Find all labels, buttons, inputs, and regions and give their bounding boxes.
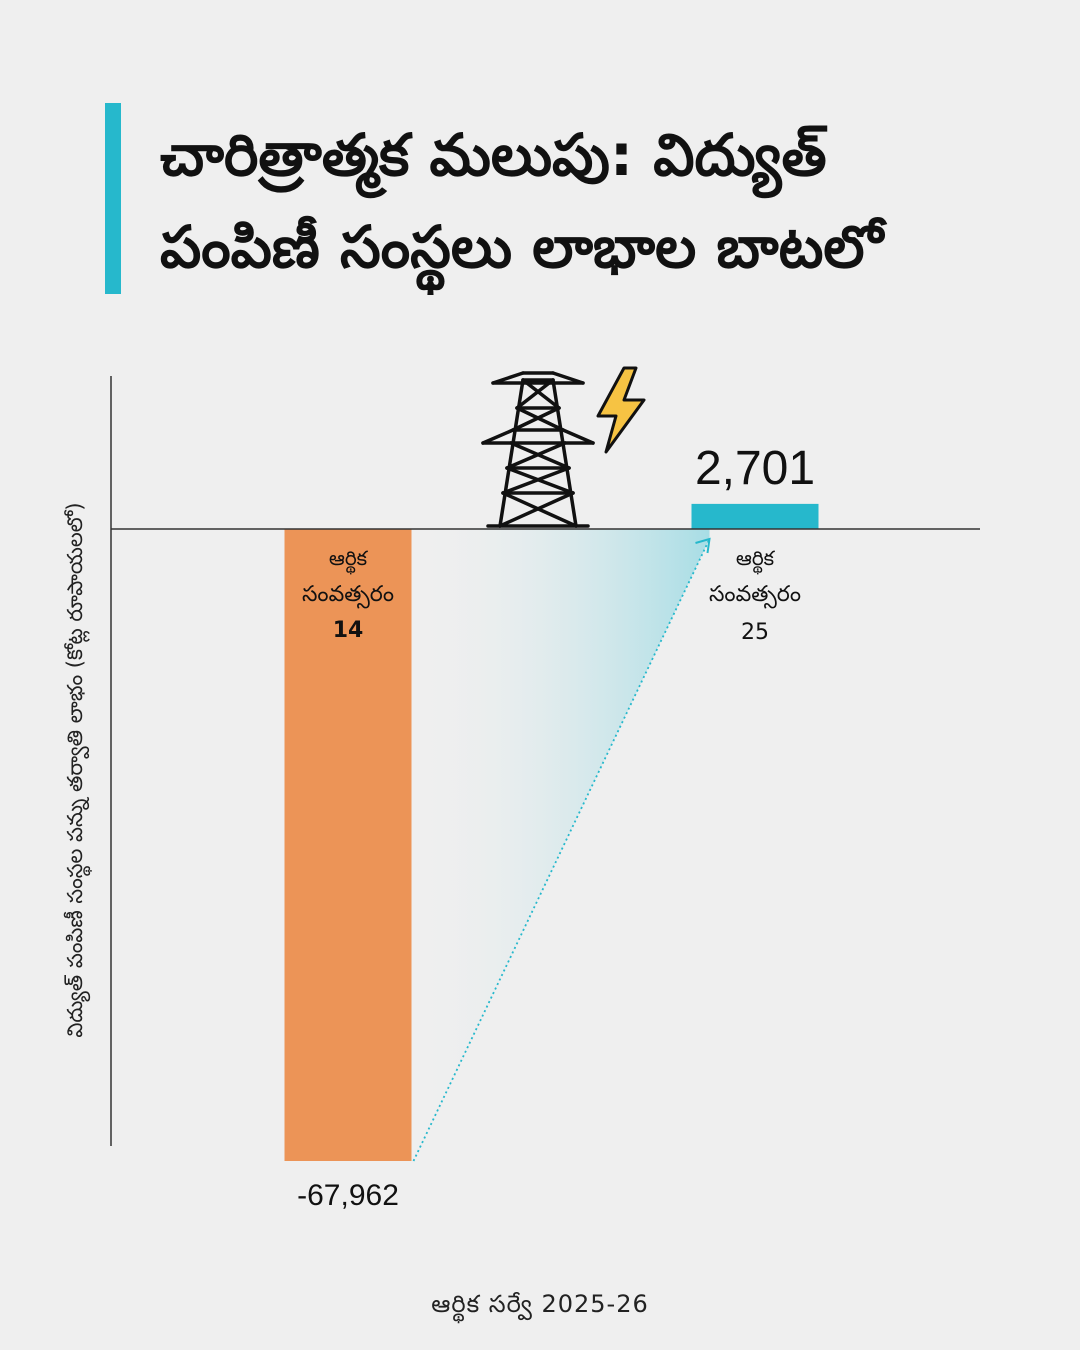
category-label-fy25-line1: ఆర్థిక	[736, 546, 776, 575]
value-label-fy25: 2,701	[695, 442, 815, 495]
category-label-fy14-line3: 14	[333, 618, 364, 643]
chart-title: చారిత్రాత్మక మలుపు: విద్యుత్ పంపిణీ సంస్…	[160, 121, 884, 281]
y-axis-label: విద్యుత్ పంపిణీ సంస్థల పన్ను తర్వాతి లాభ…	[63, 502, 92, 1037]
category-label-fy25-line2: సంవత్సరం	[709, 582, 801, 609]
chart: విద్యుత్ పంపిణీ సంస్థల పన్ను తర్వాతి లాభ…	[63, 366, 980, 1212]
transmission-tower-icon	[481, 371, 595, 528]
category-label-fy14-line2: సంవత్సరం	[302, 582, 394, 609]
source-note: ఆర్థిక సర్వే 2025-26	[431, 1290, 649, 1318]
value-label-fy14: -67,962	[297, 1179, 399, 1212]
category-label-fy25-line3: 25	[741, 620, 769, 645]
bar-fy14	[284, 529, 412, 1161]
lightning-bolt-icon	[596, 366, 646, 454]
trend-arrow-head	[695, 537, 711, 554]
trend-gradient-area	[413, 529, 710, 1161]
category-label-fy25: ఆర్థిక సంవత్సరం 25	[709, 546, 801, 645]
title-block: చారిత్రాత్మక మలుపు: విద్యుత్ పంపిణీ సంస్…	[105, 103, 1005, 294]
bar-fy25	[691, 503, 819, 529]
title-accent-bar	[105, 103, 121, 294]
